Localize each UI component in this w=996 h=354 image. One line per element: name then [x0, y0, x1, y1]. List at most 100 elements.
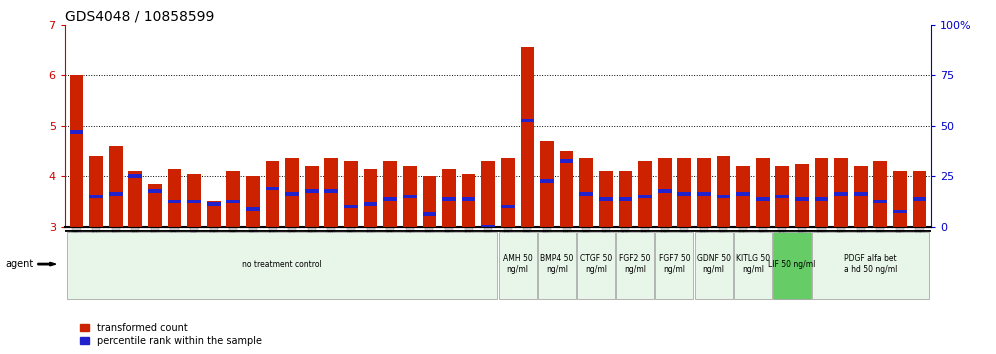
Bar	[109, 146, 123, 227]
Bar	[344, 161, 358, 227]
Bar	[540, 141, 554, 227]
Bar	[266, 187, 280, 190]
Bar	[854, 166, 868, 227]
Bar	[697, 192, 711, 195]
Bar	[776, 166, 789, 227]
Bar	[873, 200, 887, 203]
Text: FGF2 50
ng/ml: FGF2 50 ng/ml	[620, 254, 651, 274]
Bar	[540, 179, 554, 183]
Text: LIF 50 ng/ml: LIF 50 ng/ml	[768, 259, 816, 269]
Bar	[364, 202, 377, 206]
Text: PDGF alfa bet
a hd 50 ng/ml: PDGF alfa bet a hd 50 ng/ml	[844, 254, 897, 274]
Bar	[167, 200, 181, 203]
Bar	[657, 159, 671, 227]
Bar	[187, 173, 201, 227]
Bar	[835, 192, 848, 195]
Bar	[638, 195, 652, 198]
Bar	[70, 131, 84, 134]
Bar	[756, 159, 770, 227]
Bar	[873, 161, 887, 227]
Bar	[383, 197, 397, 201]
Bar	[90, 156, 103, 227]
Bar	[697, 159, 711, 227]
Bar	[560, 151, 574, 227]
Bar	[835, 159, 848, 227]
Bar	[795, 197, 809, 201]
FancyBboxPatch shape	[655, 232, 693, 299]
Bar	[462, 173, 475, 227]
FancyBboxPatch shape	[617, 232, 654, 299]
Bar	[422, 176, 436, 227]
Bar	[90, 195, 103, 198]
Bar	[619, 197, 632, 201]
FancyBboxPatch shape	[577, 232, 616, 299]
FancyBboxPatch shape	[773, 232, 811, 299]
Text: GDS4048 / 10858599: GDS4048 / 10858599	[65, 10, 214, 24]
Bar	[521, 47, 534, 227]
Bar	[776, 195, 789, 198]
Text: CTGF 50
ng/ml: CTGF 50 ng/ml	[580, 254, 613, 274]
Bar	[560, 159, 574, 163]
Bar	[285, 192, 299, 195]
Bar	[383, 161, 397, 227]
Bar	[716, 156, 730, 227]
Bar	[756, 197, 770, 201]
Text: KITLG 50
ng/ml: KITLG 50 ng/ml	[736, 254, 770, 274]
Bar	[599, 171, 613, 227]
Bar	[207, 202, 220, 206]
Bar	[619, 171, 632, 227]
Bar	[226, 171, 240, 227]
Bar	[305, 189, 319, 193]
Text: AMH 50
ng/ml: AMH 50 ng/ml	[503, 254, 533, 274]
Bar	[599, 197, 613, 201]
Bar	[795, 164, 809, 227]
Bar	[70, 75, 84, 227]
Bar	[893, 210, 906, 213]
FancyBboxPatch shape	[538, 232, 576, 299]
Bar	[815, 197, 829, 201]
Bar	[736, 166, 750, 227]
Bar	[501, 159, 515, 227]
Text: BMP4 50
ng/ml: BMP4 50 ng/ml	[540, 254, 574, 274]
Bar	[677, 192, 691, 195]
FancyBboxPatch shape	[813, 232, 928, 299]
Bar	[226, 200, 240, 203]
Bar	[442, 197, 456, 201]
Bar	[364, 169, 377, 227]
Bar	[854, 192, 868, 195]
Bar	[736, 192, 750, 195]
Bar	[422, 212, 436, 216]
Bar	[638, 161, 652, 227]
Bar	[677, 159, 691, 227]
Bar	[167, 169, 181, 227]
Bar	[580, 192, 593, 195]
Bar	[893, 171, 906, 227]
Bar	[657, 189, 671, 193]
Bar	[285, 159, 299, 227]
Bar	[148, 189, 161, 193]
Bar	[501, 205, 515, 208]
Text: FGF7 50
ng/ml: FGF7 50 ng/ml	[658, 254, 690, 274]
Bar	[344, 205, 358, 208]
Legend: transformed count, percentile rank within the sample: transformed count, percentile rank withi…	[80, 323, 262, 346]
Bar	[912, 171, 926, 227]
Bar	[266, 161, 280, 227]
Bar	[912, 197, 926, 201]
Bar	[325, 189, 339, 193]
Bar	[462, 197, 475, 201]
Bar	[325, 159, 339, 227]
Bar	[403, 166, 416, 227]
Text: agent: agent	[5, 259, 33, 269]
Bar	[815, 159, 829, 227]
Bar	[148, 184, 161, 227]
Bar	[246, 176, 260, 227]
FancyBboxPatch shape	[694, 232, 733, 299]
Bar	[305, 166, 319, 227]
Bar	[521, 119, 534, 122]
Bar	[716, 195, 730, 198]
Bar	[481, 161, 495, 227]
Bar	[403, 195, 416, 198]
Bar	[128, 175, 142, 178]
Text: GDNF 50
ng/ml: GDNF 50 ng/ml	[696, 254, 731, 274]
FancyBboxPatch shape	[734, 232, 772, 299]
